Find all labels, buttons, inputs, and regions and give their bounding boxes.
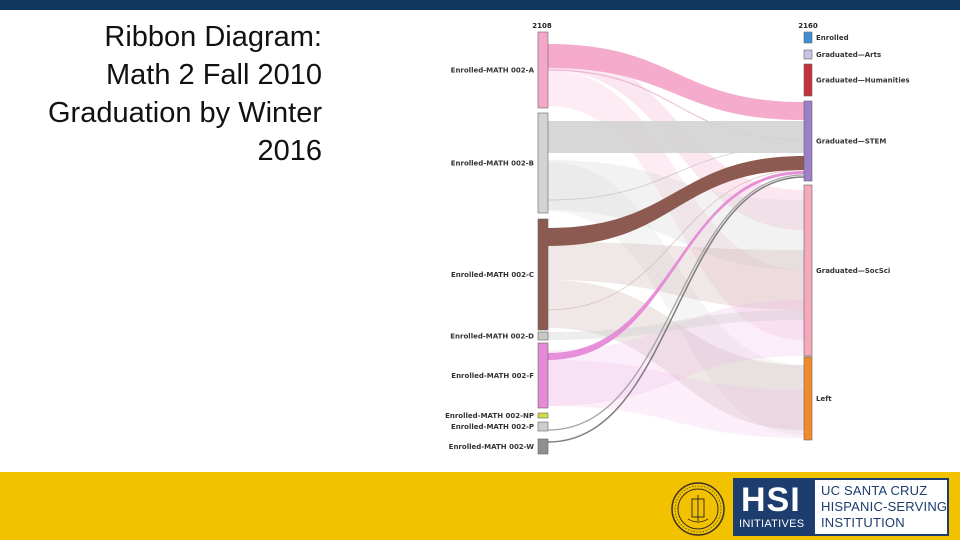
flow-faint-8 xyxy=(548,360,804,438)
hsi-logo: HSI INITIATIVES UC SANTA CRUZ HISPANIC-S… xyxy=(733,478,949,536)
source-node-1 xyxy=(537,31,549,109)
flow-w-to-stem xyxy=(547,176,805,443)
hsi-mark-block: HSI INITIATIVES xyxy=(735,480,815,534)
title-line-1: Ribbon Diagram: xyxy=(104,21,322,53)
flow-c-to-stem xyxy=(548,156,804,246)
slide-title: Ribbon Diagram: Math 2 Fall 2010 Graduat… xyxy=(0,18,322,170)
source-label-6: Enrolled-MATH 002-NP xyxy=(445,412,534,420)
left-total-label: 2108 xyxy=(532,22,552,30)
source-label-7: Enrolled-MATH 002-P xyxy=(451,423,534,431)
title-line-4: 2016 xyxy=(257,135,322,167)
target-label-6: Left xyxy=(816,395,832,403)
org-line-3: INSTITUTION xyxy=(821,515,905,530)
hsi-mark: HSI xyxy=(741,481,801,519)
target-label-4: Graduated—STEM xyxy=(816,138,886,146)
flow-faint-6 xyxy=(548,280,804,430)
org-line-2: HISPANIC-SERVING xyxy=(821,499,948,514)
target-node-4 xyxy=(803,100,813,182)
source-label-5: Enrolled-MATH 002-F xyxy=(451,372,534,380)
source-node-2 xyxy=(537,112,549,214)
flow-a-to-stem xyxy=(548,44,804,120)
flow-faint-9 xyxy=(548,310,804,340)
ribbon-svg: 2108 2160 Enrolled-MATH 002-A Enrolled-MATH… xyxy=(445,22,910,455)
target-node-2 xyxy=(803,49,813,60)
flow-f-to-stem xyxy=(548,171,804,360)
title-line-2: Math 2 Fall 2010 xyxy=(105,59,322,91)
hsi-sub: INITIATIVES xyxy=(739,518,805,530)
source-node-6 xyxy=(537,412,549,419)
org-line-1: UC SANTA CRUZ xyxy=(821,483,928,498)
flow-b-to-stem xyxy=(548,121,804,153)
source-label-2: Enrolled-MATH 002-B xyxy=(451,160,534,168)
target-node-6 xyxy=(803,356,813,441)
university-seal-icon xyxy=(671,482,725,536)
hsi-org-name: UC SANTA CRUZ HISPANIC-SERVING INSTITUTI… xyxy=(821,483,947,531)
right-total-label: 2160 xyxy=(798,22,818,30)
target-node-5 xyxy=(803,184,813,357)
source-node-7 xyxy=(537,421,549,432)
source-node-3 xyxy=(537,218,549,331)
top-bar xyxy=(0,0,960,10)
source-node-8 xyxy=(537,438,549,455)
source-label-8: Enrolled-MATH 002-W xyxy=(449,443,535,451)
target-node-1 xyxy=(803,31,813,44)
target-node-3 xyxy=(803,63,813,97)
source-node-5 xyxy=(537,342,549,409)
flow-p-to-stem xyxy=(547,174,805,431)
source-label-1: Enrolled-MATH 002-A xyxy=(451,67,535,75)
flow-faint-3 xyxy=(548,160,804,270)
flow-faint-7 xyxy=(548,300,804,406)
flow-thread-3 xyxy=(547,169,805,311)
source-node-4 xyxy=(537,331,549,341)
source-label-4: Enrolled-MATH 002-D xyxy=(450,333,534,341)
flow-faint-5 xyxy=(548,242,804,310)
target-label-2: Graduated—Arts xyxy=(816,51,881,59)
title-line-3: Graduation by Winter xyxy=(47,97,322,129)
target-label-1: Enrolled xyxy=(816,34,849,42)
ribbon-diagram: 2108 2160 Enrolled-MATH 002-A Enrolled-MATH… xyxy=(398,10,943,473)
target-label-5: Graduated—SocSci xyxy=(816,267,890,275)
target-label-3: Graduated—Humanities xyxy=(816,77,910,85)
source-label-3: Enrolled-MATH 002-C xyxy=(451,271,534,279)
